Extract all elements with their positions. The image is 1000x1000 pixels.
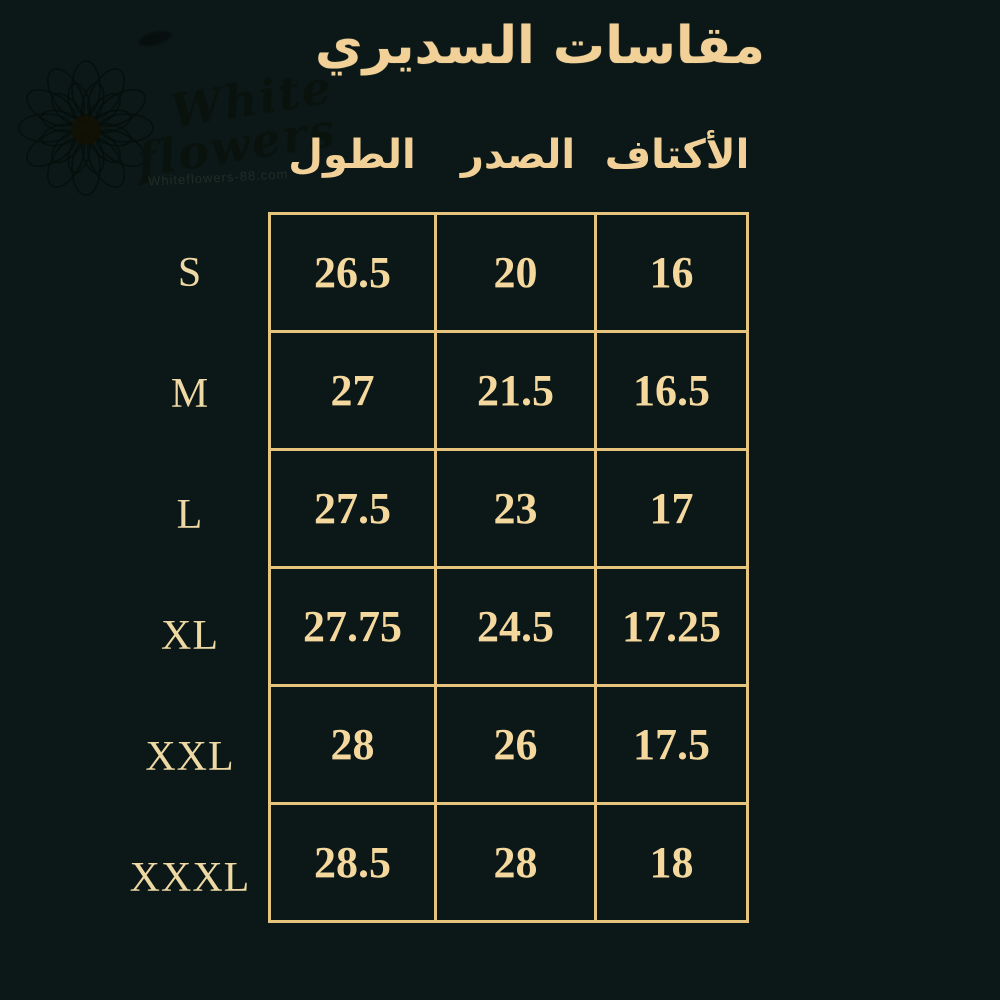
size-label-column: S M L XL XXL XXXL bbox=[118, 212, 262, 938]
size-label-xxl: XXL bbox=[145, 733, 235, 780]
cell-l-length: 27.5 bbox=[268, 448, 437, 569]
cell-xxl-shoulders: 17.5 bbox=[594, 684, 749, 805]
watermark-website: Whiteflowers-88.com bbox=[147, 166, 289, 189]
cell-xl-chest: 24.5 bbox=[434, 566, 597, 687]
cell-xl-shoulders: 17.25 bbox=[594, 566, 749, 687]
column-header-length: الطول bbox=[288, 132, 416, 178]
cell-xxxl-chest: 28 bbox=[434, 802, 597, 923]
ink-smudge bbox=[136, 27, 174, 50]
cell-xxxl-shoulders: 18 bbox=[594, 802, 749, 923]
size-label-s: S bbox=[177, 249, 203, 296]
table-row: 28.5 28 18 bbox=[268, 802, 749, 923]
table-row: 27.75 24.5 17.25 bbox=[268, 566, 749, 687]
size-label-xxxl: XXXL bbox=[129, 854, 251, 901]
cell-xxl-length: 28 bbox=[268, 684, 437, 805]
page-title: مقاسات السديري bbox=[315, 16, 765, 76]
column-header-shoulders: الأكتاف bbox=[604, 132, 750, 178]
cell-l-chest: 23 bbox=[434, 448, 597, 569]
flower-mandala-icon bbox=[18, 60, 154, 196]
table-row: 27 21.5 16.5 bbox=[268, 330, 749, 451]
cell-xxxl-length: 28.5 bbox=[268, 802, 437, 923]
table-row: 26.5 20 16 bbox=[268, 212, 749, 333]
cell-xxl-chest: 26 bbox=[434, 684, 597, 805]
table-row: 28 26 17.5 bbox=[268, 684, 749, 805]
size-label-m: M bbox=[170, 370, 210, 417]
measurements-table: 26.5 20 16 27 21.5 16.5 27.5 23 17 27.75… bbox=[268, 212, 749, 923]
cell-xl-length: 27.75 bbox=[268, 566, 437, 687]
size-label-xl: XL bbox=[161, 612, 219, 659]
cell-m-length: 27 bbox=[268, 330, 437, 451]
cell-m-shoulders: 16.5 bbox=[594, 330, 749, 451]
cell-l-shoulders: 17 bbox=[594, 448, 749, 569]
size-label-l: L bbox=[176, 491, 204, 538]
cell-s-chest: 20 bbox=[434, 212, 597, 333]
cell-s-length: 26.5 bbox=[268, 212, 437, 333]
watermark-brand-word-1: White bbox=[166, 59, 337, 139]
cell-s-shoulders: 16 bbox=[594, 212, 749, 333]
table-row: 27.5 23 17 bbox=[268, 448, 749, 569]
cell-m-chest: 21.5 bbox=[434, 330, 597, 451]
column-header-chest: الصدر bbox=[460, 132, 576, 178]
